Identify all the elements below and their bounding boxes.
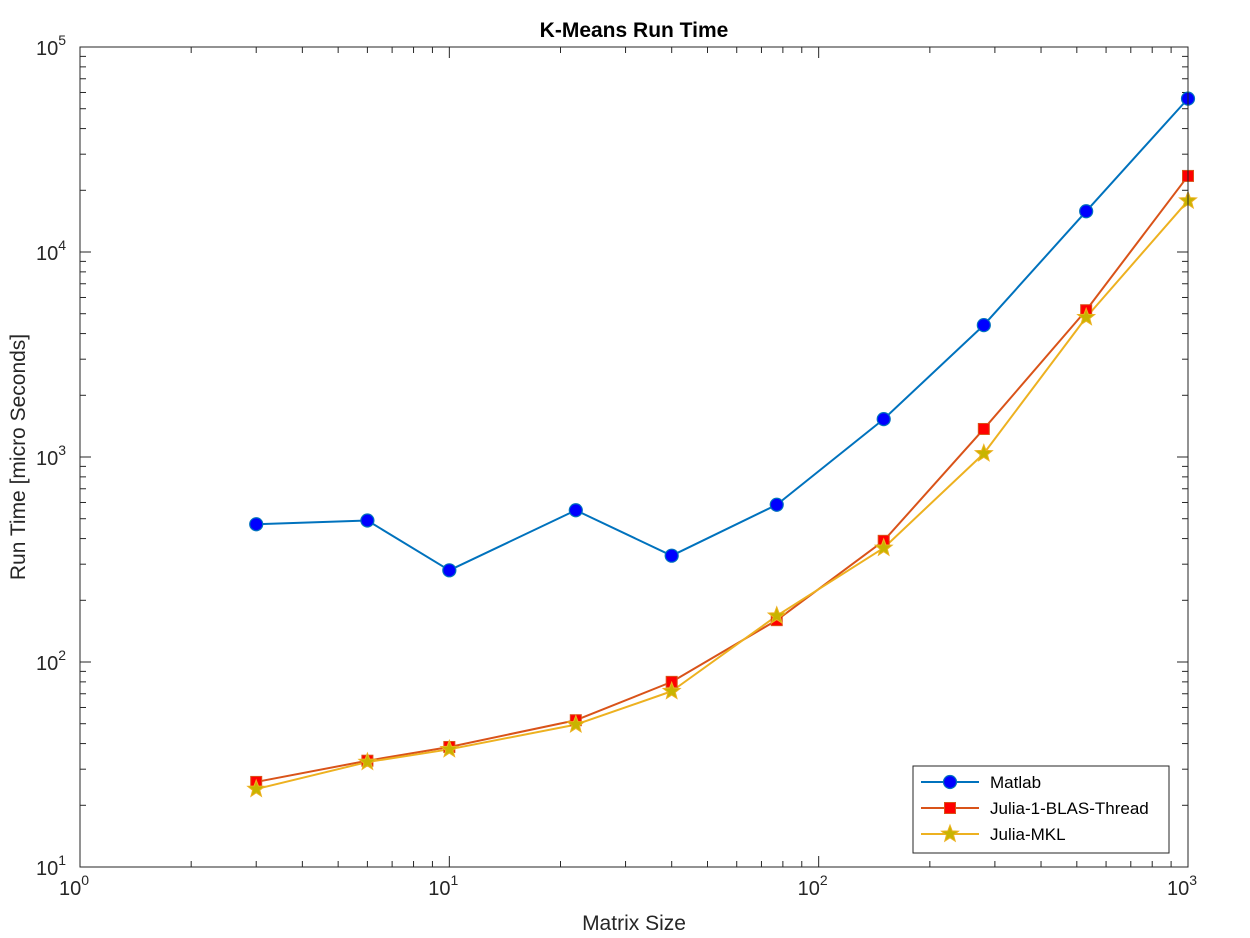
data-point-0 [442, 563, 457, 578]
data-point-0 [664, 548, 679, 563]
data-point-2 [246, 778, 267, 798]
plot-area [80, 47, 1188, 867]
plot-frame [79, 46, 1189, 868]
y-tick-labels: 101 102 103 104 105 [36, 32, 66, 880]
y-tick-label: 105 [36, 32, 66, 60]
series-lines [255, 97, 1189, 791]
x-tick-label: 103 [1167, 872, 1197, 900]
legend-label-julia-blas: Julia-1-BLAS-Thread [990, 799, 1149, 818]
data-point-0 [976, 317, 991, 333]
x-tick-label: 101 [428, 872, 458, 900]
y-tick-label: 104 [36, 237, 66, 265]
legend-label-matlab: Matlab [990, 773, 1041, 792]
series-line-0 [256, 97, 1189, 572]
legend: Matlab Julia-1-BLAS-Thread Julia-MKL [912, 765, 1170, 854]
legend-marker-matlab [942, 774, 958, 790]
data-point-0 [249, 517, 264, 532]
y-tick-label: 101 [36, 852, 66, 880]
legend-label-julia-mkl: Julia-MKL [990, 825, 1066, 844]
series-markers [246, 91, 1198, 798]
data-point-2 [439, 738, 460, 758]
chart-title: K-Means Run Time [540, 19, 729, 42]
y-tick-label: 102 [36, 647, 66, 675]
data-point-2 [873, 537, 894, 557]
series-line-1 [256, 175, 1189, 783]
data-point-2 [565, 714, 586, 734]
data-point-0 [568, 503, 583, 518]
x-tick-label: 100 [59, 872, 89, 900]
data-point-0 [1079, 204, 1094, 219]
x-axis-label: Matrix Size [582, 912, 686, 935]
legend-marker-julia-blas [944, 802, 956, 814]
x-tick-labels: 100 101 102 103 [59, 872, 1197, 900]
legend-marker-julia-mkl [940, 823, 960, 843]
data-point-2 [1076, 306, 1097, 326]
y-tick-label: 103 [36, 442, 66, 470]
data-point-0 [769, 497, 784, 512]
data-point-0 [360, 513, 375, 528]
data-point-2 [973, 443, 994, 462]
data-point-0 [876, 412, 891, 427]
axis-ticks [79, 47, 1189, 868]
x-tick-label: 102 [798, 872, 828, 900]
data-point-2 [357, 751, 378, 771]
data-point-2 [661, 680, 682, 700]
y-axis-label: Run Time [micro Seconds] [7, 334, 30, 580]
data-point-2 [766, 605, 787, 625]
series-line-2 [255, 200, 1189, 791]
data-point-1 [977, 422, 990, 435]
